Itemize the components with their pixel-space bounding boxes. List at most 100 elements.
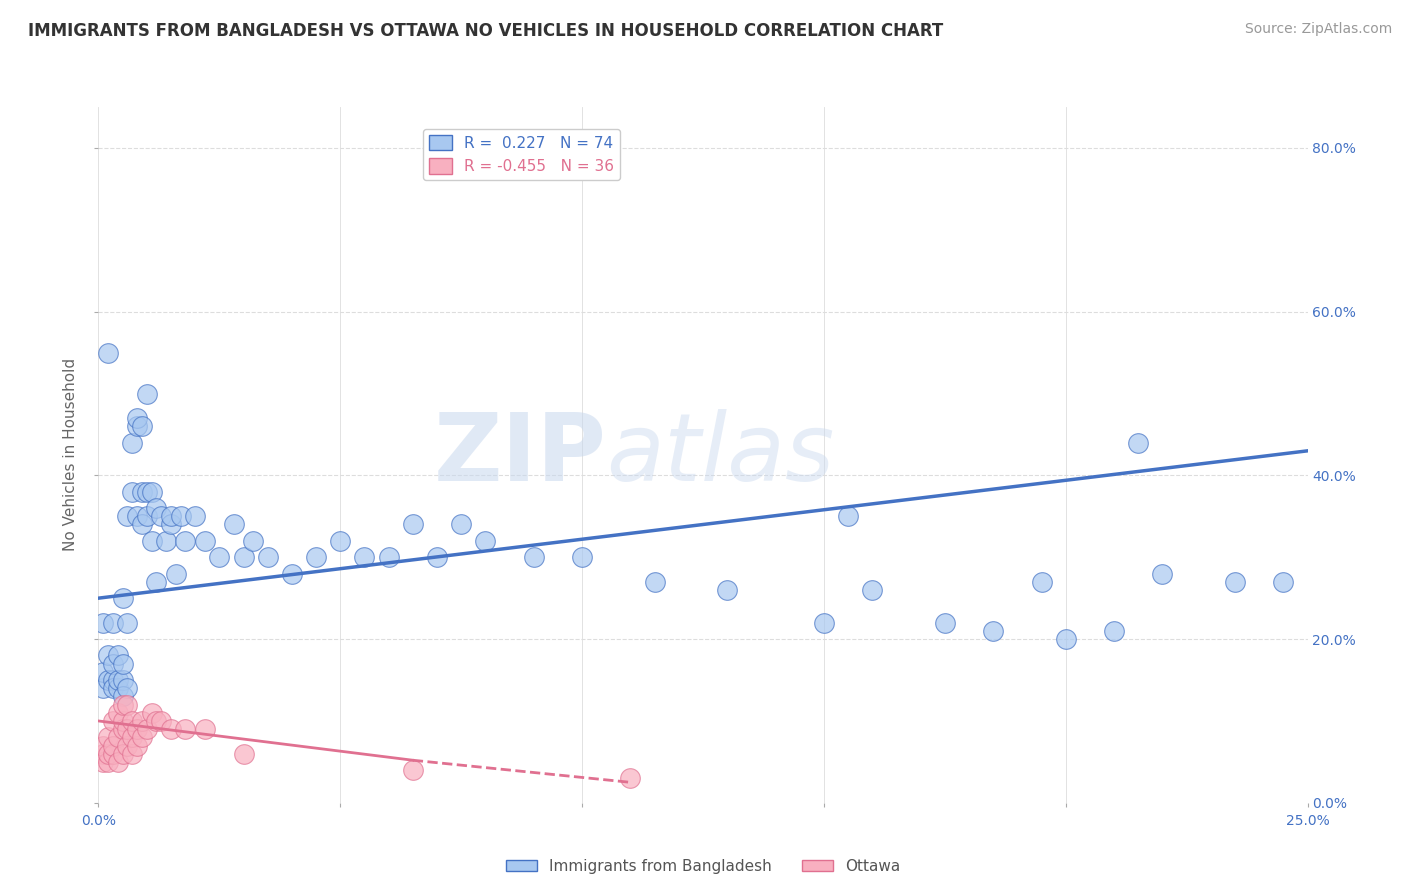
Point	[111, 673, 134, 687]
Point	[184, 509, 207, 524]
Point	[91, 615, 114, 630]
Point	[194, 533, 217, 548]
Point	[329, 533, 352, 548]
Point	[101, 615, 124, 630]
Point	[145, 574, 167, 589]
Point	[121, 731, 143, 745]
Point	[97, 648, 120, 663]
Point	[131, 484, 153, 499]
Point	[131, 731, 153, 745]
Text: atlas: atlas	[606, 409, 835, 500]
Point	[131, 714, 153, 728]
Point	[165, 566, 187, 581]
Point	[111, 722, 134, 736]
Point	[127, 419, 149, 434]
Point	[107, 673, 129, 687]
Text: ZIP: ZIP	[433, 409, 606, 501]
Point	[135, 722, 157, 736]
Point	[97, 345, 120, 359]
Point	[145, 501, 167, 516]
Point	[1152, 566, 1174, 581]
Point	[101, 747, 124, 761]
Point	[1031, 574, 1053, 589]
Text: Source: ZipAtlas.com: Source: ZipAtlas.com	[1244, 22, 1392, 37]
Point	[131, 419, 153, 434]
Point	[127, 739, 149, 753]
Point	[1272, 574, 1295, 589]
Point	[107, 681, 129, 696]
Point	[117, 509, 139, 524]
Point	[91, 681, 114, 696]
Point	[127, 411, 149, 425]
Point	[222, 517, 245, 532]
Point	[281, 566, 304, 581]
Point	[145, 714, 167, 728]
Point	[117, 739, 139, 753]
Point	[97, 755, 120, 769]
Point	[1054, 632, 1077, 646]
Point	[150, 714, 173, 728]
Point	[121, 484, 143, 499]
Legend: R =  0.227   N = 74, R = -0.455   N = 36: R = 0.227 N = 74, R = -0.455 N = 36	[423, 128, 620, 180]
Point	[117, 681, 139, 696]
Point	[101, 739, 124, 753]
Point	[160, 722, 183, 736]
Point	[232, 747, 254, 761]
Point	[127, 722, 149, 736]
Point	[860, 582, 883, 597]
Point	[97, 731, 120, 745]
Point	[716, 582, 738, 597]
Point	[97, 747, 120, 761]
Point	[135, 386, 157, 401]
Point	[474, 533, 496, 548]
Y-axis label: No Vehicles in Household: No Vehicles in Household	[63, 359, 79, 551]
Point	[160, 517, 183, 532]
Point	[107, 706, 129, 720]
Point	[111, 690, 134, 704]
Point	[155, 533, 177, 548]
Point	[150, 509, 173, 524]
Point	[1102, 624, 1125, 638]
Point	[117, 722, 139, 736]
Point	[121, 747, 143, 761]
Point	[111, 591, 134, 606]
Point	[169, 509, 191, 524]
Point	[644, 574, 666, 589]
Point	[91, 755, 114, 769]
Point	[117, 698, 139, 712]
Point	[107, 731, 129, 745]
Point	[135, 484, 157, 499]
Point	[208, 550, 231, 565]
Point	[107, 755, 129, 769]
Point	[450, 517, 472, 532]
Point	[111, 657, 134, 671]
Point	[194, 722, 217, 736]
Point	[174, 722, 197, 736]
Point	[131, 517, 153, 532]
Point	[232, 550, 254, 565]
Legend: Immigrants from Bangladesh, Ottawa: Immigrants from Bangladesh, Ottawa	[501, 853, 905, 880]
Point	[91, 739, 114, 753]
Point	[426, 550, 449, 565]
Point	[91, 747, 114, 761]
Point	[107, 648, 129, 663]
Point	[141, 484, 163, 499]
Point	[523, 550, 546, 565]
Point	[1223, 574, 1246, 589]
Point	[141, 533, 163, 548]
Point	[160, 509, 183, 524]
Point	[117, 615, 139, 630]
Point	[101, 714, 124, 728]
Point	[135, 509, 157, 524]
Point	[353, 550, 375, 565]
Point	[837, 509, 859, 524]
Point	[619, 771, 641, 785]
Point	[934, 615, 956, 630]
Point	[305, 550, 328, 565]
Point	[1128, 435, 1150, 450]
Point	[101, 673, 124, 687]
Point	[91, 665, 114, 679]
Point	[97, 673, 120, 687]
Point	[377, 550, 399, 565]
Point	[111, 698, 134, 712]
